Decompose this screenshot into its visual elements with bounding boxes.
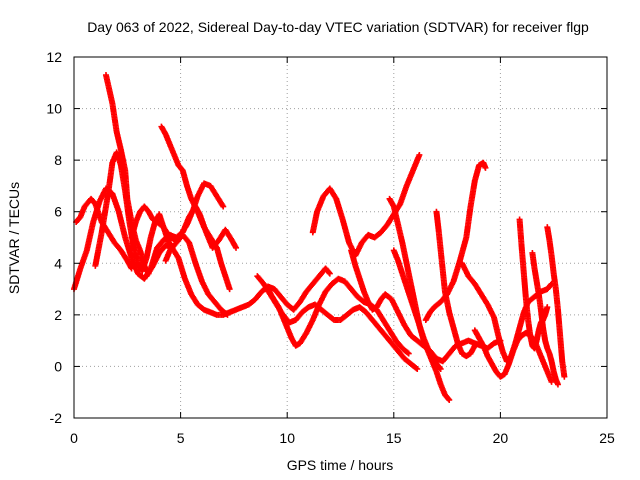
data-point [414,366,421,373]
series-arc-08 [162,231,231,318]
x-tick-label: 25 [599,430,615,446]
y-tick-label: 12 [46,49,62,65]
series-arc-09 [254,273,421,373]
series-arc-14 [390,247,444,373]
data-point [437,366,444,373]
x-tick-label: 15 [386,430,402,446]
series-arc-11 [309,151,423,259]
data-point [471,342,478,349]
data-point [325,269,332,276]
data-point [482,164,489,171]
series-arc-21 [544,224,568,380]
y-axis-label: SDTVAR / TECUs [6,182,22,294]
data-point [544,304,551,311]
series-arc-06 [143,242,333,318]
y-tick-label: 8 [54,152,62,168]
y-tick-label: -2 [50,410,63,426]
data-point [220,203,227,210]
series-arc-05 [128,180,227,244]
data-point [436,364,443,371]
data-points [71,72,568,403]
series-arc-16 [433,208,478,360]
data-point [554,381,561,388]
y-tick-label: 0 [54,358,62,374]
series-arc-07 [158,123,233,293]
plot-frame [73,56,608,419]
y-tick-label: 10 [46,101,62,117]
x-tick-label: 10 [279,430,295,446]
y-tick-label: 4 [54,255,62,271]
data-point [416,151,423,158]
data-point [224,311,231,318]
data-point [226,286,233,293]
axis-ticks: 0 5 10 15 20 25 -2 0 2 4 6 8 10 12 [46,49,615,446]
grid-lines [74,57,607,418]
data-point [326,270,333,277]
x-axis-label: GPS time / hours [287,457,394,473]
data-point [233,244,240,251]
data-point [405,350,412,357]
x-tick-label: 20 [493,430,509,446]
data-point [413,365,420,372]
y-tick-label: 6 [54,204,62,220]
data-point [404,349,411,356]
series-arc-20 [529,249,561,388]
series-arc-15 [422,159,489,324]
data-point [128,265,135,272]
data-point [445,395,452,402]
data-point [223,310,230,317]
series-arc-04 [102,72,152,277]
data-point [446,396,453,403]
y-tick-label: 2 [54,307,62,323]
data-point [561,373,568,380]
x-tick-label: 0 [70,430,78,446]
x-tick-label: 5 [177,430,185,446]
data-point [548,378,555,385]
chart-title: Day 063 of 2022, Sidereal Day-to-day VTE… [87,19,589,35]
